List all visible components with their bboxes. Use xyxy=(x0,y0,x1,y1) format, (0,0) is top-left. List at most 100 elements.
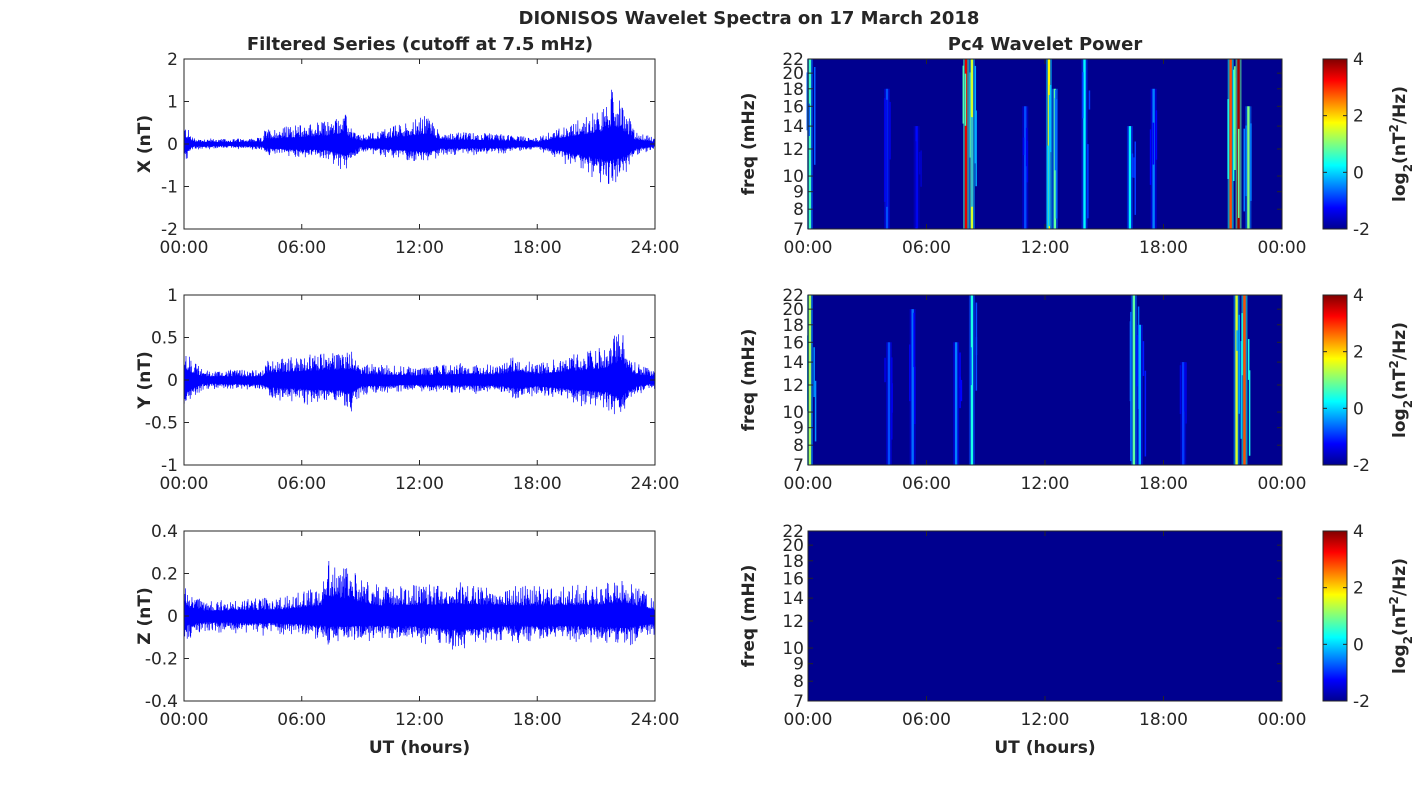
power-streak-detail xyxy=(1144,370,1147,457)
y-tick-label: 9 xyxy=(793,419,804,439)
power-streak-detail xyxy=(914,141,917,228)
y-axis-label: Y (nT) xyxy=(135,351,155,409)
power-streak-detail xyxy=(914,366,916,424)
heatmap-background xyxy=(808,59,1282,229)
y-tick-label: 16 xyxy=(782,333,804,353)
power-streak xyxy=(964,59,968,229)
y-tick-label: 8 xyxy=(793,200,804,220)
power-streak-detail xyxy=(1232,98,1235,182)
power-streak-detail xyxy=(813,347,815,398)
x-tick-label: 00:00 xyxy=(160,238,209,258)
y-tick-label: 14 xyxy=(782,353,804,373)
power-streak-detail xyxy=(1025,127,1028,167)
power-streak-detail xyxy=(964,73,967,126)
power-streak xyxy=(1024,106,1027,229)
y-tick-label: 0 xyxy=(167,371,178,391)
power-streak xyxy=(1182,362,1185,465)
x-tick-label: 24:00 xyxy=(631,238,680,258)
colorbar-tick-label: -2 xyxy=(1353,456,1370,476)
x-tick-label: 06:00 xyxy=(277,474,326,494)
y-tick-label: -1 xyxy=(161,178,178,198)
power-streak-detail xyxy=(1240,341,1243,439)
power-streak xyxy=(970,295,974,465)
power-streak xyxy=(1229,59,1232,229)
x-axis-label: UT (hours) xyxy=(369,738,470,758)
power-streak-detail xyxy=(975,110,977,187)
y-tick-label: -0.4 xyxy=(145,692,178,712)
x-tick-label: 00:00 xyxy=(1258,474,1307,494)
power-streak-detail xyxy=(1131,153,1134,178)
colorbar-tick-label: 4 xyxy=(1353,522,1364,542)
colorbar-label: log2(nT2/Hz) xyxy=(1387,558,1415,674)
heatmap-background xyxy=(808,295,1282,465)
power-streak-detail xyxy=(974,65,977,164)
x-tick-label: 12:00 xyxy=(395,238,444,258)
power-streak-detail xyxy=(975,337,978,391)
x-tick-label: 12:00 xyxy=(1021,710,1070,730)
power-streak-detail xyxy=(1133,157,1135,178)
colorbar-tick-label: 2 xyxy=(1353,343,1364,363)
power-streak-detail xyxy=(808,103,810,136)
power-streak-detail xyxy=(1054,97,1057,171)
colorbar-tick-label: 4 xyxy=(1353,50,1364,70)
y-tick-label: 1 xyxy=(167,93,178,113)
colorbar-tick-label: 4 xyxy=(1353,286,1364,306)
power-streak xyxy=(915,126,918,229)
power-streak-detail xyxy=(1049,84,1052,153)
x-tick-label: 12:00 xyxy=(395,710,444,730)
power-streak-detail xyxy=(971,117,973,207)
x-tick-label: 06:00 xyxy=(902,474,951,494)
colorbar-tick-label: -2 xyxy=(1353,692,1370,712)
power-streak-detail xyxy=(1241,313,1243,376)
power-streak xyxy=(887,342,891,465)
power-streak xyxy=(808,295,812,465)
power-streak-detail xyxy=(1048,94,1051,227)
y-tick-label: 18 xyxy=(782,316,804,336)
power-streak-detail xyxy=(1250,123,1252,201)
power-streak-detail xyxy=(1237,128,1240,218)
colorbar-tick-label: 0 xyxy=(1353,163,1364,183)
y-tick-label: 8 xyxy=(793,672,804,692)
power-streak-detail xyxy=(1238,314,1240,414)
y-tick-label: -1 xyxy=(161,456,178,476)
x-tick-label: 06:00 xyxy=(902,710,951,730)
power-streak-detail xyxy=(884,357,886,383)
y-tick-label: 8 xyxy=(793,436,804,456)
z-series-panel: 0.4 0.2 0 -0.2 -0.400:00 06:00 12:00 18:00 24:00… xyxy=(135,522,680,758)
x-tick-label: 12:00 xyxy=(1021,238,1070,258)
power-streak xyxy=(1243,295,1246,465)
power-streak-detail xyxy=(975,302,978,356)
power-streak-detail xyxy=(1247,339,1250,380)
y-tick-label: 0.5 xyxy=(151,329,178,349)
power-streak-detail xyxy=(1248,370,1251,456)
colorbar-tick-label: 0 xyxy=(1353,635,1364,655)
power-streak-detail xyxy=(814,66,816,165)
power-streak-detail xyxy=(920,150,922,187)
x-tick-label: 06:00 xyxy=(902,238,951,258)
y-tick-label: 14 xyxy=(782,589,804,609)
y-tick-label: 12 xyxy=(782,376,804,396)
power-streak-detail xyxy=(1047,145,1049,229)
x-tick-label: 18:00 xyxy=(513,710,562,730)
power-streak-detail xyxy=(960,379,963,402)
y-axis-label: freq (mHz) xyxy=(739,329,759,432)
y-tick-label: 0.4 xyxy=(151,522,178,542)
y-tick-label: 16 xyxy=(782,569,804,589)
colorbar-tick-label: -2 xyxy=(1353,220,1370,240)
x-tick-label: 06:00 xyxy=(277,710,326,730)
x-tick-label: 06:00 xyxy=(277,238,326,258)
colorbar xyxy=(1322,294,1348,466)
power-streak xyxy=(1128,126,1132,229)
power-streak-detail xyxy=(1087,144,1089,219)
figure-title: DIONISOS Wavelet Spectra on 17 March 201… xyxy=(519,8,980,29)
power-streak-detail xyxy=(1055,99,1058,219)
power-streak-detail xyxy=(970,347,972,386)
colorbar-tick-label: 2 xyxy=(1353,107,1364,127)
y-tick-label: 12 xyxy=(782,140,804,160)
power-streak-detail xyxy=(918,151,921,175)
y-tick-label: 20 xyxy=(782,64,804,84)
power-streak-detail xyxy=(959,376,961,409)
power-streak-detail xyxy=(1142,341,1145,376)
